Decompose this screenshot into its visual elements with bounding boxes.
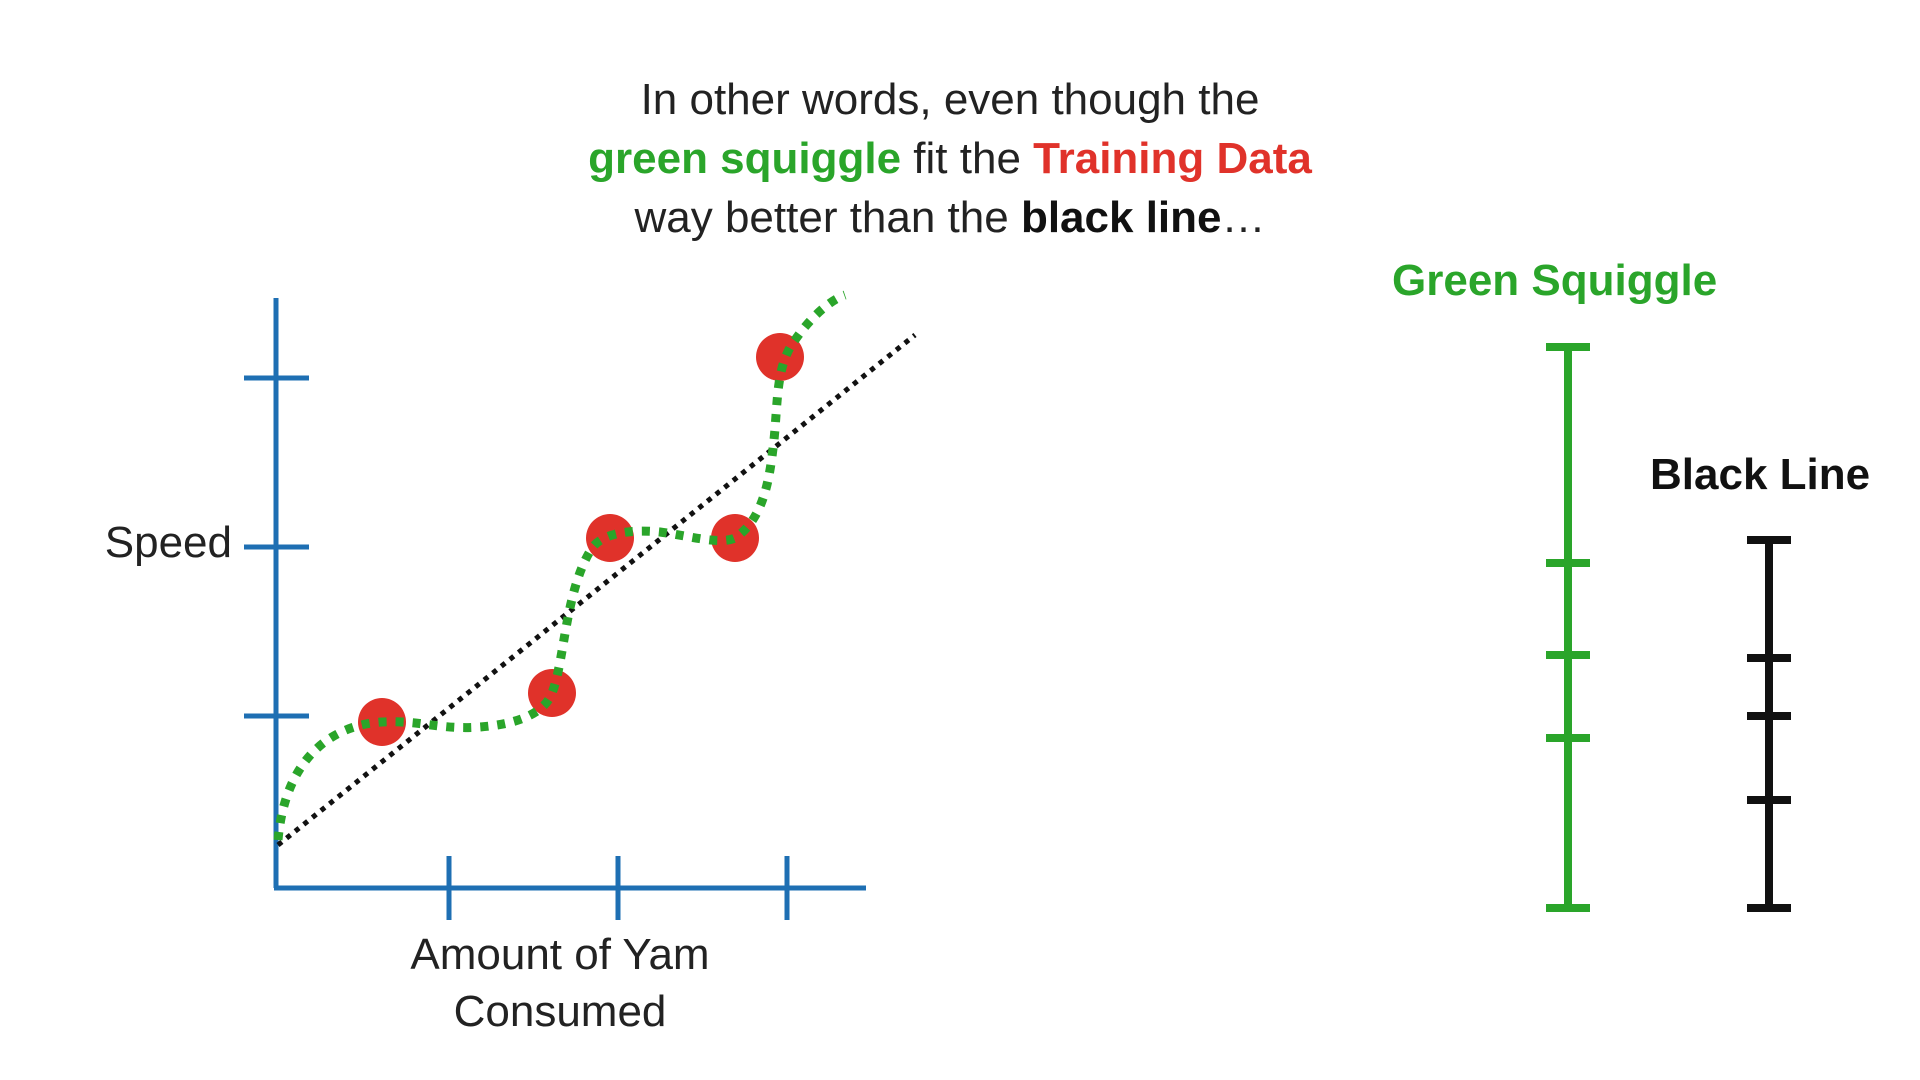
- data-point: [528, 669, 576, 717]
- caption-fit-the: fit the: [901, 134, 1034, 183]
- green-squiggle-bar: [1546, 343, 1590, 912]
- training-points: [358, 333, 804, 746]
- caption-line-3: way better than the black line…: [400, 188, 1500, 247]
- caption-green-squiggle: green squiggle: [588, 134, 902, 183]
- data-point: [756, 333, 804, 381]
- caption-training-data: Training Data: [1033, 134, 1312, 183]
- caption-black-line: black line: [1020, 193, 1222, 242]
- caption-line-2: green squiggle fit the Training Data: [400, 129, 1500, 188]
- caption-line-1: In other words, even though the: [640, 75, 1260, 124]
- axes: [244, 298, 866, 920]
- x-axis-label-line-2: Consumed: [454, 987, 667, 1036]
- caption-way-better: way better than the: [634, 193, 1021, 242]
- y-axis-label: Speed: [105, 518, 232, 567]
- black-line-bar: [1747, 536, 1791, 912]
- green-squiggle: [273, 290, 847, 841]
- data-point: [711, 514, 759, 562]
- caption-ellipsis: …: [1221, 193, 1266, 242]
- caption: In other words, even though the green sq…: [400, 70, 1500, 247]
- black-line-label: Black Line: [1650, 450, 1871, 499]
- black-fit-line: [276, 333, 917, 847]
- green-squiggle-label: Green Squiggle: [1392, 256, 1718, 305]
- x-axis-label-line-1: Amount of Yam: [410, 930, 709, 979]
